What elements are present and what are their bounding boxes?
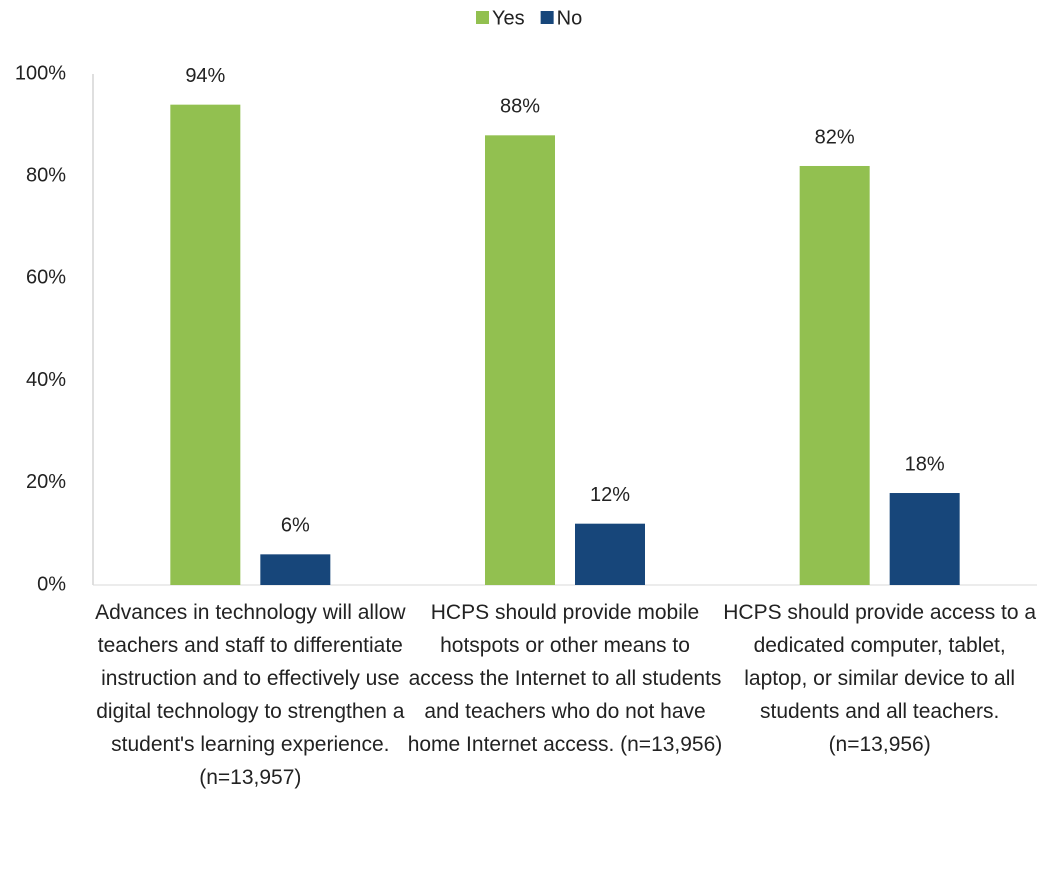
y-tick-label: 80% (26, 164, 66, 186)
x-tick-label: Advances in technology will allow teache… (95, 601, 406, 789)
bar (575, 523, 645, 585)
legend-label: Yes (492, 7, 525, 29)
bar (889, 493, 960, 585)
y-tick-label: 60% (26, 267, 66, 289)
bar (260, 554, 331, 585)
y-tick-label: 20% (26, 471, 66, 493)
legend-swatch (476, 11, 489, 24)
bar (799, 165, 870, 586)
bar (170, 104, 241, 585)
data-label: 12% (590, 484, 630, 506)
legend-swatch (540, 11, 554, 24)
data-label: 82% (815, 126, 855, 148)
data-label: 88% (500, 96, 540, 118)
y-tick-label: 100% (15, 62, 66, 84)
data-label: 18% (905, 453, 945, 475)
y-tick-label: 0% (37, 573, 66, 595)
y-tick-label: 40% (26, 369, 66, 391)
x-tick-label: HCPS should provide access to a dedicate… (723, 601, 1037, 756)
data-label: 94% (185, 65, 225, 87)
legend-label: No (557, 7, 583, 29)
x-tick-label: HCPS should provide mobile hotspots or o… (407, 601, 723, 756)
bar (485, 135, 555, 585)
data-label: 6% (281, 515, 310, 537)
